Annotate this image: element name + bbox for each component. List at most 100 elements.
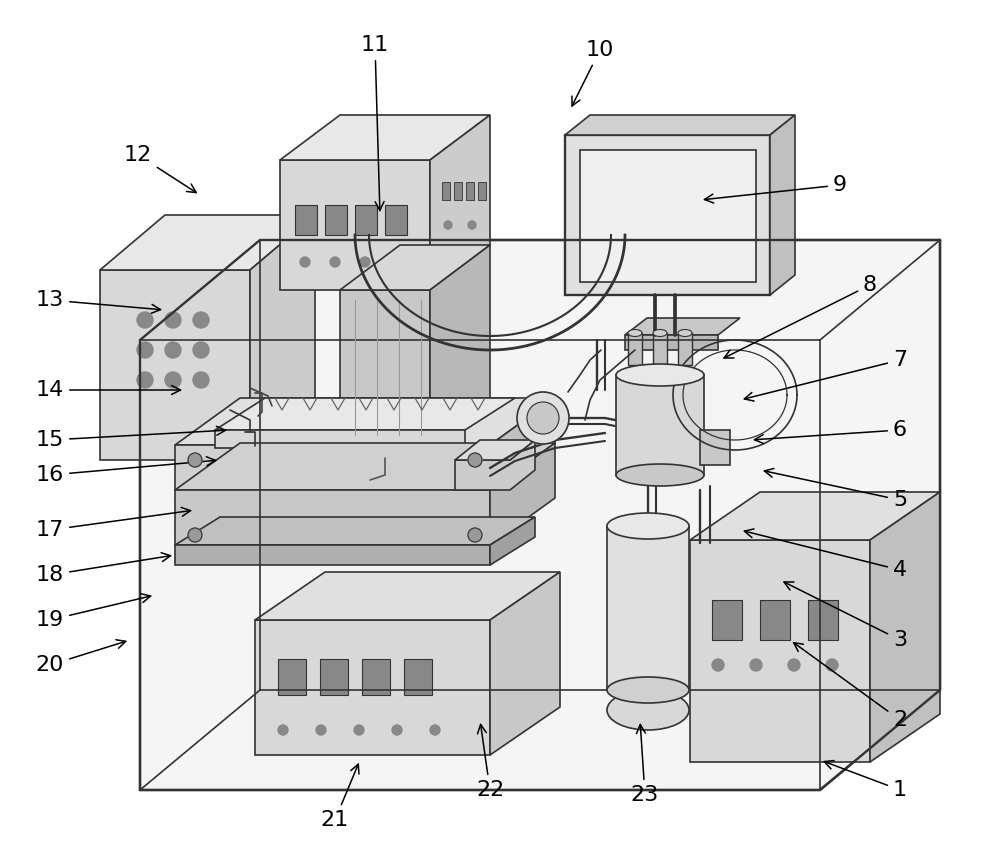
Circle shape <box>788 659 800 671</box>
Polygon shape <box>215 430 465 448</box>
Circle shape <box>278 725 288 735</box>
Text: 18: 18 <box>35 552 171 585</box>
Polygon shape <box>678 333 692 365</box>
Circle shape <box>188 453 202 467</box>
Polygon shape <box>565 135 770 295</box>
Polygon shape <box>175 545 490 565</box>
Polygon shape <box>215 398 515 430</box>
Polygon shape <box>140 240 940 790</box>
Bar <box>454 182 462 200</box>
Bar <box>760 600 790 640</box>
Ellipse shape <box>653 329 667 336</box>
Circle shape <box>165 342 181 358</box>
Polygon shape <box>565 115 795 135</box>
Bar <box>404 659 432 695</box>
Polygon shape <box>580 150 756 282</box>
Text: 14: 14 <box>35 380 180 400</box>
Bar <box>362 659 390 695</box>
Circle shape <box>165 372 181 388</box>
Polygon shape <box>355 408 455 430</box>
Bar <box>355 205 377 235</box>
Text: 1: 1 <box>824 761 907 800</box>
Circle shape <box>330 257 340 267</box>
Polygon shape <box>490 443 555 545</box>
Polygon shape <box>690 540 870 762</box>
Polygon shape <box>653 333 667 365</box>
Text: 12: 12 <box>124 145 196 192</box>
Ellipse shape <box>607 677 689 703</box>
Circle shape <box>137 312 153 328</box>
Text: 23: 23 <box>631 724 659 805</box>
Bar <box>325 205 347 235</box>
Circle shape <box>750 659 762 671</box>
Circle shape <box>527 402 559 434</box>
Text: 11: 11 <box>361 35 389 210</box>
Circle shape <box>712 659 724 671</box>
Text: 9: 9 <box>704 175 847 203</box>
Circle shape <box>392 725 402 735</box>
Bar <box>808 600 838 640</box>
Circle shape <box>193 342 209 358</box>
Text: 5: 5 <box>764 468 907 510</box>
Ellipse shape <box>607 513 689 539</box>
Polygon shape <box>455 440 535 460</box>
Circle shape <box>193 372 209 388</box>
Bar <box>478 182 486 200</box>
Ellipse shape <box>628 329 642 336</box>
Bar <box>442 182 450 200</box>
Polygon shape <box>340 245 490 290</box>
Circle shape <box>430 725 440 735</box>
Circle shape <box>517 392 569 444</box>
Bar <box>278 659 306 695</box>
Polygon shape <box>100 270 250 460</box>
Polygon shape <box>490 398 555 490</box>
Circle shape <box>468 453 482 467</box>
Polygon shape <box>100 215 315 270</box>
Circle shape <box>188 528 202 542</box>
Ellipse shape <box>678 329 692 336</box>
Ellipse shape <box>616 364 704 386</box>
Bar <box>712 600 742 640</box>
Polygon shape <box>255 620 490 755</box>
Circle shape <box>137 342 153 358</box>
Bar <box>466 182 474 200</box>
Text: 2: 2 <box>794 643 907 730</box>
Circle shape <box>444 221 452 229</box>
Polygon shape <box>175 490 490 545</box>
Text: 13: 13 <box>35 290 161 313</box>
Text: 21: 21 <box>320 764 359 830</box>
Circle shape <box>360 257 370 267</box>
Polygon shape <box>430 115 490 290</box>
Text: 4: 4 <box>744 529 907 580</box>
Polygon shape <box>340 290 430 445</box>
Text: 19: 19 <box>35 594 151 630</box>
Bar <box>385 205 407 235</box>
Bar <box>320 659 348 695</box>
Text: 17: 17 <box>35 507 190 540</box>
Polygon shape <box>490 572 560 755</box>
Circle shape <box>354 725 364 735</box>
Text: 3: 3 <box>784 582 907 650</box>
Text: 22: 22 <box>476 724 504 800</box>
Polygon shape <box>255 572 560 620</box>
Polygon shape <box>625 318 740 335</box>
Circle shape <box>300 257 310 267</box>
Polygon shape <box>700 430 730 465</box>
Ellipse shape <box>607 690 689 730</box>
Polygon shape <box>607 526 689 690</box>
Polygon shape <box>420 408 455 460</box>
Polygon shape <box>490 517 535 565</box>
Bar <box>295 205 317 235</box>
Circle shape <box>826 659 838 671</box>
Circle shape <box>137 372 153 388</box>
Text: 6: 6 <box>754 420 907 443</box>
Polygon shape <box>280 115 490 160</box>
Text: 10: 10 <box>572 40 614 106</box>
Circle shape <box>468 221 476 229</box>
Text: 16: 16 <box>35 457 216 485</box>
Polygon shape <box>250 215 315 460</box>
Polygon shape <box>355 430 420 460</box>
Polygon shape <box>625 335 718 350</box>
Polygon shape <box>175 445 490 490</box>
Polygon shape <box>870 492 940 762</box>
